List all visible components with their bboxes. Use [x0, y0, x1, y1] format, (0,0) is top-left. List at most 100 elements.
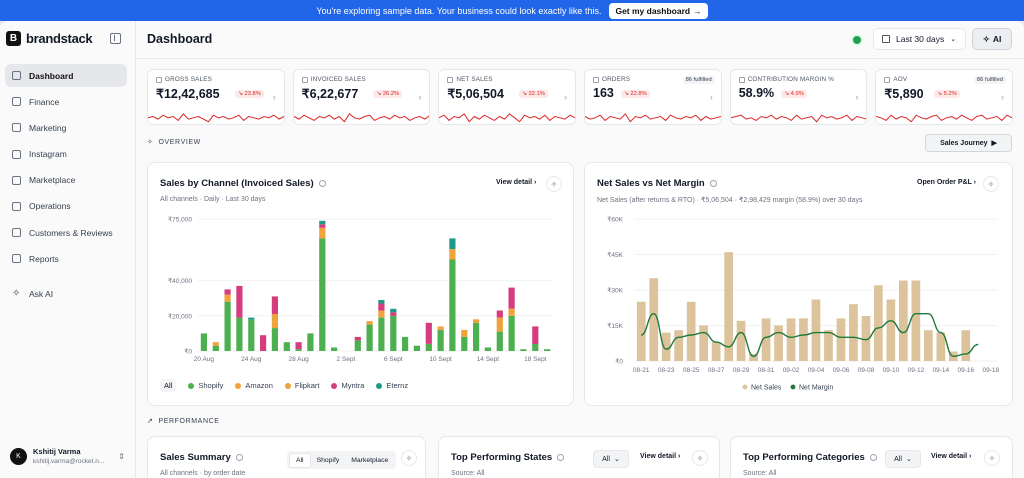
play-icon: ▶ — [991, 140, 997, 147]
tab-all[interactable]: All — [289, 452, 311, 468]
sidebar-item-ask-ai[interactable]: ✧ Ask AI — [5, 282, 127, 305]
view-detail-label: View detail — [640, 453, 677, 460]
tab-marketplace[interactable]: Marketplace — [351, 456, 389, 464]
view-detail-link[interactable]: View detail › — [931, 453, 972, 460]
legend-item[interactable]: Eternz — [376, 381, 408, 390]
sparkle-icon[interactable]: ✧ — [983, 176, 999, 192]
open-order-pl-link[interactable]: Open Order P&L › — [917, 179, 976, 186]
info-icon — [235, 454, 243, 461]
sales-journey-button[interactable]: Sales Journey ▶ — [925, 134, 1012, 152]
legend-item[interactable]: Myntra — [331, 381, 364, 390]
delta-badge: ↘ 4.9% — [781, 90, 807, 98]
sidebar-item-instagram[interactable]: Instagram — [5, 143, 127, 166]
metric-icon — [884, 76, 891, 83]
chevron-right-icon[interactable]: › — [855, 92, 859, 102]
date-range-select[interactable]: Last 30 days ⌄ — [873, 28, 966, 50]
bar-shopify — [248, 319, 255, 351]
brand[interactable]: B brandstack — [6, 31, 93, 46]
info-icon — [318, 180, 326, 187]
tab-shopify[interactable]: Shopify — [316, 456, 340, 464]
card-title: Sales Summary — [160, 452, 243, 463]
bar-net-sales — [749, 353, 758, 361]
bar-shopify — [283, 342, 290, 351]
ai-button[interactable]: ✧ AI — [972, 28, 1012, 50]
top-states-card: Top Performing States Source: All All ⌄ V… — [438, 436, 720, 478]
bar-shopify — [496, 331, 503, 351]
bar-net-sales — [811, 299, 821, 361]
y-tick-label: ₹0 — [615, 358, 623, 366]
sidebar-item-dashboard[interactable]: Dashboard — [5, 64, 127, 87]
x-tick-label: 09-04 — [808, 367, 825, 374]
net-sales-card: Net Sales vs Net Margin Net Sales (after… — [584, 162, 1013, 406]
bar-net-sales — [836, 318, 846, 361]
legend-label: Shopify — [198, 381, 224, 390]
bar-myntra — [224, 289, 231, 295]
sparkline-path — [876, 114, 1013, 123]
overview-label: OVERVIEW — [158, 138, 201, 146]
sidebar-item-label: Marketplace — [29, 175, 76, 186]
bar-amazon — [319, 227, 326, 239]
top-categories-title: Top Performing Categories — [743, 452, 865, 463]
y-tick-label: ₹0 — [184, 348, 192, 356]
legend-all[interactable]: All — [160, 379, 177, 392]
y-tick-label: ₹30K — [607, 287, 623, 295]
kpi-card[interactable]: GROSS SALES ₹12,42,685 ↘ 23.8% › — [147, 69, 285, 125]
kpi-card[interactable]: ORDERS 163 ↘ 22.8% 86 fulfilled › — [584, 69, 722, 125]
main-content: Dashboard Last 30 days ⌄ ✧ AI GROSS SALE… — [137, 21, 1024, 478]
avatar: K — [10, 447, 27, 465]
line-net-margin — [640, 312, 979, 358]
user-profile[interactable]: K Kshitij Varma kshitij.varma@rocket.n..… — [10, 447, 125, 465]
channel-legend: All Shopify Amazon Flipkart Myntra Eternz — [160, 379, 408, 392]
sidebar-item-marketplace[interactable]: Marketplace — [5, 169, 127, 192]
bar-net-sales — [736, 320, 746, 361]
chevron-right-icon[interactable]: › — [1001, 92, 1005, 102]
legend-item[interactable]: Amazon — [235, 381, 273, 390]
delta-badge: ↘ 26.2% — [373, 90, 403, 98]
sidebar-item-reports[interactable]: Reports — [5, 247, 127, 270]
sparkline — [293, 113, 430, 123]
sparkle-icon[interactable]: ✧ — [692, 450, 708, 466]
legend-label: Net Sales — [751, 385, 782, 392]
sidebar-item-operations[interactable]: Operations — [5, 195, 127, 218]
sidebar-item-finance[interactable]: Finance — [5, 90, 127, 113]
x-tick-label: 2 Sept — [337, 356, 356, 363]
bar-amazon — [449, 248, 456, 260]
sparkle-icon: ✧ — [982, 33, 990, 44]
legend-item[interactable]: Flipkart — [284, 381, 319, 390]
source-filter-select[interactable]: All ⌄ — [593, 450, 629, 468]
sidebar-item-customers-reviews[interactable]: Customers & Reviews — [5, 221, 127, 244]
chevron-right-icon[interactable]: › — [709, 92, 713, 102]
view-detail-link[interactable]: View detail › — [496, 179, 537, 186]
sparkle-icon[interactable]: ✧ — [401, 450, 417, 466]
bar-amazon — [271, 321, 278, 329]
sparkle-icon[interactable]: ✧ — [546, 176, 562, 192]
view-detail-link[interactable]: View detail › — [640, 453, 681, 460]
kpi-card[interactable]: CONTRIBUTION MARGIN % 58.9% ↘ 4.9% › — [729, 69, 868, 125]
live-status-dot — [853, 36, 861, 44]
chevron-right-icon[interactable]: › — [272, 92, 276, 102]
source-filter-select[interactable]: All ⌄ — [885, 450, 921, 468]
x-tick-label: 08-23 — [658, 367, 675, 374]
bar-shopify — [461, 336, 468, 351]
bar-shopify — [224, 301, 231, 351]
x-tick-label: 09-14 — [932, 367, 949, 374]
collapse-sidebar-icon[interactable] — [110, 33, 121, 44]
grid-icon — [12, 71, 21, 80]
legend-swatch — [742, 384, 748, 390]
legend-swatch — [376, 382, 383, 389]
filter-label: All — [602, 455, 610, 463]
chevron-right-icon[interactable]: › — [564, 92, 568, 102]
bar-amazon — [508, 308, 515, 316]
card-subtitle: Net Sales (after returns & RTO) · ₹5,06,… — [597, 197, 863, 204]
get-dashboard-button[interactable]: Get my dashboard → — [609, 2, 708, 19]
chevron-right-icon[interactable]: › — [418, 92, 422, 102]
sales-journey-label: Sales Journey — [940, 139, 988, 147]
x-tick-label: 24 Aug — [241, 356, 262, 363]
sparkle-icon[interactable]: ✧ — [984, 450, 1000, 466]
y-tick-label: ₹20,000 — [168, 312, 192, 320]
sidebar-item-marketing[interactable]: Marketing — [5, 116, 127, 139]
legend-item[interactable]: Shopify — [188, 381, 223, 390]
kpi-card[interactable]: NET SALES ₹5,06,504 ↘ 32.1% › — [438, 69, 577, 125]
kpi-card[interactable]: AOV ₹5,890 ↘ 5.2% 86 fulfilled › — [875, 69, 1014, 125]
kpi-card[interactable]: INVOICED SALES ₹6,22,677 ↘ 26.2% › — [292, 69, 431, 125]
